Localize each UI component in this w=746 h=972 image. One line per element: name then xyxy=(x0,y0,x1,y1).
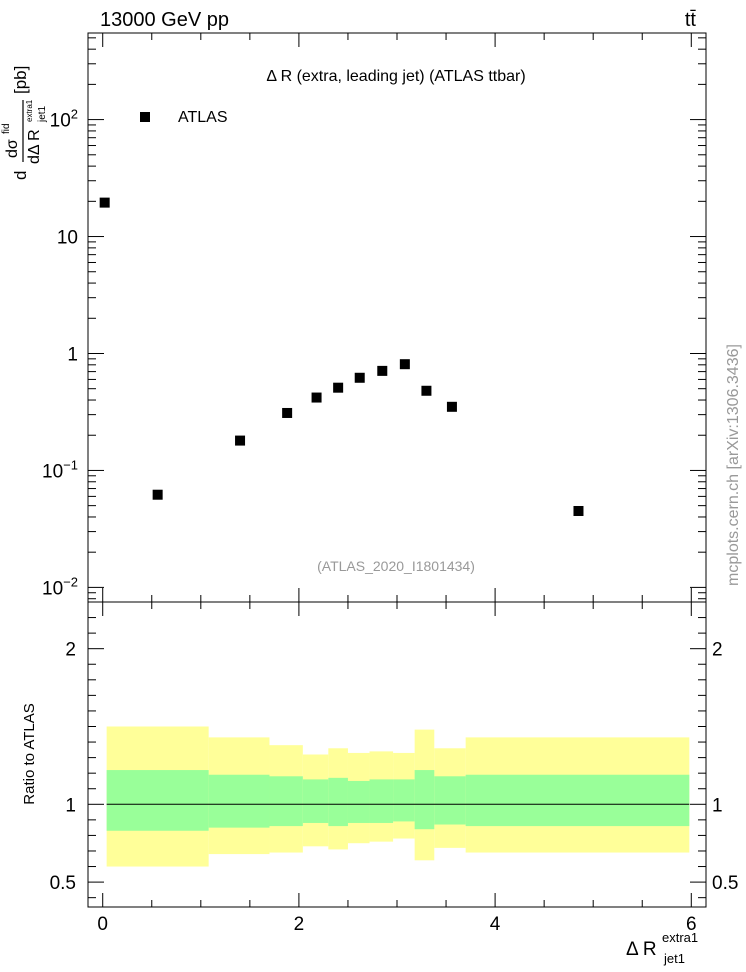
data-point xyxy=(573,505,584,516)
ratio-y-tick-label-left: 0.5 xyxy=(50,873,76,894)
ratio-y-tick-label-right: 2 xyxy=(712,640,723,661)
ratio-y-tick-label-left: 2 xyxy=(65,640,76,661)
ylabel-den: dΔ R xyxy=(26,129,43,164)
axes-ticks: 0 2 4 6 10−2 10−1 1 10 102 0.5 0.5 1 1 2 2 xyxy=(42,33,738,935)
xlabel-sup: extra1 xyxy=(662,930,698,945)
ylabel-den-sub: jet1 xyxy=(37,105,48,123)
band-inner-bin xyxy=(347,780,370,823)
legend-label: ATLAS xyxy=(178,109,228,126)
plot-title: Δ R (extra, leading jet) (ATLAS ttbar) xyxy=(266,68,525,85)
data-point xyxy=(399,359,410,370)
band-inner-bin xyxy=(302,779,329,823)
band-inner-bin xyxy=(393,779,415,822)
header-left: 13000 GeV pp xyxy=(100,9,229,31)
legend-marker xyxy=(140,112,150,122)
ylabel-den-sup: extra1 xyxy=(25,99,34,122)
y-tick-label: 10−2 xyxy=(42,574,78,599)
band-inner-bin xyxy=(434,776,466,825)
ylabel-d: d xyxy=(11,171,30,180)
x-tick-label: 6 xyxy=(686,914,697,935)
band-inner-bin xyxy=(269,776,303,827)
data-point xyxy=(235,435,246,446)
data-point xyxy=(354,372,365,383)
header-right: tt̄ xyxy=(685,9,697,31)
ratio-y-tick-label-left: 1 xyxy=(65,795,76,816)
data-points xyxy=(99,197,584,516)
x-tick-label: 2 xyxy=(294,914,305,935)
data-point xyxy=(446,401,457,412)
ratio-y-tick-label-right: 0.5 xyxy=(712,873,738,894)
ylabel-num: dσ xyxy=(4,139,21,158)
y-tick-label: 10 xyxy=(57,228,78,249)
data-point xyxy=(311,392,322,403)
ratio-bands xyxy=(106,726,690,867)
data-point xyxy=(421,385,432,396)
data-point xyxy=(99,197,110,208)
band-inner-bin xyxy=(369,779,394,823)
ylabel-num-sup: fid xyxy=(1,123,12,134)
ratio-y-tick-label-right: 1 xyxy=(712,795,723,816)
band-inner-bin xyxy=(414,770,435,830)
xlabel-main: Δ R xyxy=(626,939,657,960)
ylabel-unit: [pb] xyxy=(11,66,30,94)
band-inner-bin xyxy=(208,774,270,828)
y-tick-label: 10−1 xyxy=(42,457,78,482)
y-tick-label: 1 xyxy=(67,344,78,365)
band-inner-bin xyxy=(465,774,690,827)
x-axis-label: Δ R extra1 jet1 xyxy=(626,930,698,966)
band-inner-bin xyxy=(328,777,348,827)
side-label: mcplots.cern.ch [arXiv:1306.3436] xyxy=(725,344,742,586)
ratio-ylabel: Ratio to ATLAS xyxy=(21,703,38,804)
analysis-label: (ATLAS_2020_I1801434) xyxy=(317,558,475,574)
y-tick-label: 102 xyxy=(50,107,78,132)
main-ylabel: d dσ fid dΔ R jet1 extra1 [pb] xyxy=(1,66,48,180)
band-inner-bin xyxy=(106,770,209,831)
x-tick-label: 4 xyxy=(490,914,501,935)
xlabel-sub: jet1 xyxy=(663,951,685,966)
data-point xyxy=(333,382,344,393)
data-point xyxy=(282,407,293,418)
x-tick-label: 0 xyxy=(97,914,108,935)
data-point xyxy=(377,365,388,376)
data-point xyxy=(152,489,163,500)
